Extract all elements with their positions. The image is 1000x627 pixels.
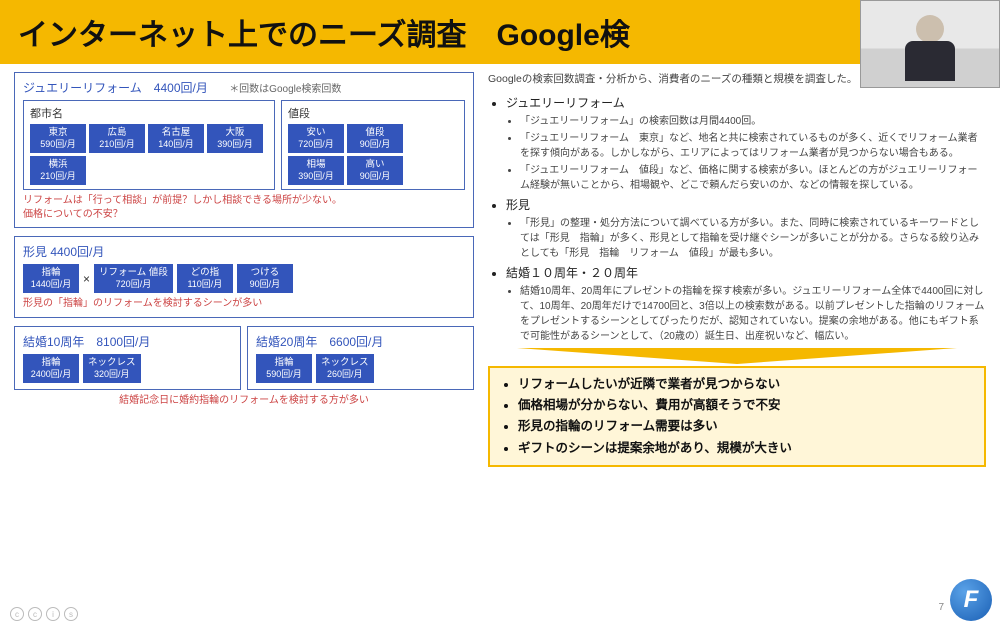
b1-label: ジュエリーリフォーム xyxy=(506,96,625,110)
price-chips: 安い720回/月値段90回/月相場390回/月高い90回/月 xyxy=(288,124,458,185)
anniv10-chips: 指輪2400回/月ネックレス320回/月 xyxy=(23,354,232,383)
times-icon: × xyxy=(83,272,90,286)
webcam-overlay xyxy=(860,0,1000,88)
b3-sublist: 結婚10周年、20周年にプレゼントの指輪を探す検索が多い。ジュエリーリフォーム全… xyxy=(506,284,986,344)
webcam-body xyxy=(905,41,955,81)
sub-bullet: 「ジュエリーリフォーム」の検索回数は月間4400回。 xyxy=(520,114,986,129)
chip: 安い720回/月 xyxy=(288,124,344,153)
chip: ネックレス320回/月 xyxy=(83,354,141,383)
arrow-down-icon xyxy=(517,348,957,364)
box-anniv10: 結婚10周年 8100回/月 指輪2400回/月ネックレス320回/月 xyxy=(14,326,241,390)
chip: 横浜210回/月 xyxy=(30,156,86,185)
box-anniv20: 結婚20周年 6600回/月 指輪590回/月ネックレス260回/月 xyxy=(247,326,474,390)
sub-bullet: 「ジュエリーリフォーム 値段」など、価格に関する検索が多い。ほとんどの方がジュエ… xyxy=(520,163,986,193)
chip: 東京590回/月 xyxy=(30,124,86,153)
chip: 指輪2400回/月 xyxy=(23,354,79,383)
chip: 指輪1440回/月 xyxy=(23,264,79,293)
box3-red-note: 結婚記念日に婚約指輪のリフォームを検討する方が多い xyxy=(14,394,474,408)
bullet-2: 形見 「形見」の整理・処分方法について調べている方が多い。また、同時に検索されて… xyxy=(506,196,986,261)
content-area: ジュエリーリフォーム 4400回/月 ＊回数はGoogle検索回数 都市名 東京… xyxy=(0,64,1000,475)
box3a-title: 結婚10周年 8100回/月 xyxy=(23,335,150,349)
box-jewelry-reform: ジュエリーリフォーム 4400回/月 ＊回数はGoogle検索回数 都市名 東京… xyxy=(14,72,474,228)
summary-item: リフォームしたいが近隣で業者が見つからない xyxy=(518,374,974,395)
summary-item: 形見の指輪のリフォーム需要は多い xyxy=(518,416,974,437)
anniv20-chips: 指輪590回/月ネックレス260回/月 xyxy=(256,354,465,383)
box2-red-note: 形見の「指輪」のリフォームを検討するシーンが多い xyxy=(23,297,465,311)
chip: 大阪390回/月 xyxy=(207,124,263,153)
sub-bullet: 「ジュエリーリフォーム 東京」など、地名と共に検索されているものが多く、近くでリ… xyxy=(520,131,986,161)
box-katami: 形見 4400回/月 指輪1440回/月 × リフォーム 値段720回/月どの指11… xyxy=(14,236,474,318)
katami-chips: 指輪1440回/月 × リフォーム 値段720回/月どの指110回/月つける90回/… xyxy=(23,264,465,293)
chip: 値段90回/月 xyxy=(347,124,403,153)
share-icon: s xyxy=(64,607,78,621)
webcam-head xyxy=(916,15,944,43)
chip: つける90回/月 xyxy=(237,264,293,293)
bullet-3: 結婚１０周年・２０周年 結婚10周年、20周年にプレゼントの指輪を探す検索が多い… xyxy=(506,264,986,344)
summary-box: リフォームしたいが近隣で業者が見つからない価格相場が分からない、費用が高額そうで… xyxy=(488,366,986,467)
city-title: 都市名 xyxy=(30,105,268,121)
info-icon: i xyxy=(46,607,60,621)
price-title: 値段 xyxy=(288,105,458,121)
box1-header: ジュエリーリフォーム 4400回/月 ＊回数はGoogle検索回数 xyxy=(23,79,465,96)
chip: ネックレス260回/月 xyxy=(316,354,374,383)
bullet-list: ジュエリーリフォーム 「ジュエリーリフォーム」の検索回数は月間4400回。「ジュ… xyxy=(492,94,986,344)
box1-red-note: リフォームは「行って相談」が前提？しかし相談できる場所が少ない。 価格についての… xyxy=(23,194,465,221)
sub-bullet: 「形見」の整理・処分方法について調べている方が多い。また、同時に検索されているキ… xyxy=(520,216,986,261)
right-column: Googleの検索回数調査・分析から、消費者のニーズの種類と規模を調査した。 ジ… xyxy=(488,72,986,467)
chip: 高い90回/月 xyxy=(347,156,403,185)
logo-f-icon: F xyxy=(950,579,992,621)
chip: 相場390回/月 xyxy=(288,156,344,185)
b2-sublist: 「形見」の整理・処分方法について調べている方が多い。また、同時に検索されているキ… xyxy=(506,216,986,261)
city-chips: 東京590回/月広島210回/月名古屋140回/月大阪390回/月横浜210回/… xyxy=(30,124,268,185)
slide-title: インターネット上でのニーズ調査 Google検 xyxy=(0,0,1000,64)
chip: 名古屋140回/月 xyxy=(148,124,204,153)
price-box: 値段 安い720回/月値段90回/月相場390回/月高い90回/月 xyxy=(281,100,465,190)
chip: リフォーム 値段720回/月 xyxy=(94,264,173,293)
page-number: 7 xyxy=(938,602,944,613)
left-column: ジュエリーリフォーム 4400回/月 ＊回数はGoogle検索回数 都市名 東京… xyxy=(14,72,474,467)
city-box: 都市名 東京590回/月広島210回/月名古屋140回/月大阪390回/月横浜2… xyxy=(23,100,275,190)
chip: 広島210回/月 xyxy=(89,124,145,153)
bullet-1: ジュエリーリフォーム 「ジュエリーリフォーム」の検索回数は月間4400回。「ジュ… xyxy=(506,94,986,193)
cc-icon-2: c xyxy=(28,607,42,621)
b1-sublist: 「ジュエリーリフォーム」の検索回数は月間4400回。「ジュエリーリフォーム 東京… xyxy=(506,114,986,193)
b2-label: 形見 xyxy=(506,198,530,212)
b3-label: 結婚１０周年・２０周年 xyxy=(506,266,638,280)
chip: 指輪590回/月 xyxy=(256,354,312,383)
summary-item: ギフトのシーンは提案余地があり、規模が大きい xyxy=(518,438,974,459)
box3b-title: 結婚20周年 6600回/月 xyxy=(256,335,383,349)
box2-title: 形見 4400回/月 xyxy=(23,245,104,259)
cc-icon: c xyxy=(10,607,24,621)
bottom-icons: c c i s xyxy=(10,607,78,621)
sub-bullet: 結婚10周年、20周年にプレゼントの指輪を探す検索が多い。ジュエリーリフォーム全… xyxy=(520,284,986,344)
summary-item: 価格相場が分からない、費用が高額そうで不安 xyxy=(518,395,974,416)
box1-note: ＊回数はGoogle検索回数 xyxy=(229,84,341,95)
box1-title: ジュエリーリフォーム 4400回/月 xyxy=(23,81,208,95)
chip: どの指110回/月 xyxy=(177,264,233,293)
